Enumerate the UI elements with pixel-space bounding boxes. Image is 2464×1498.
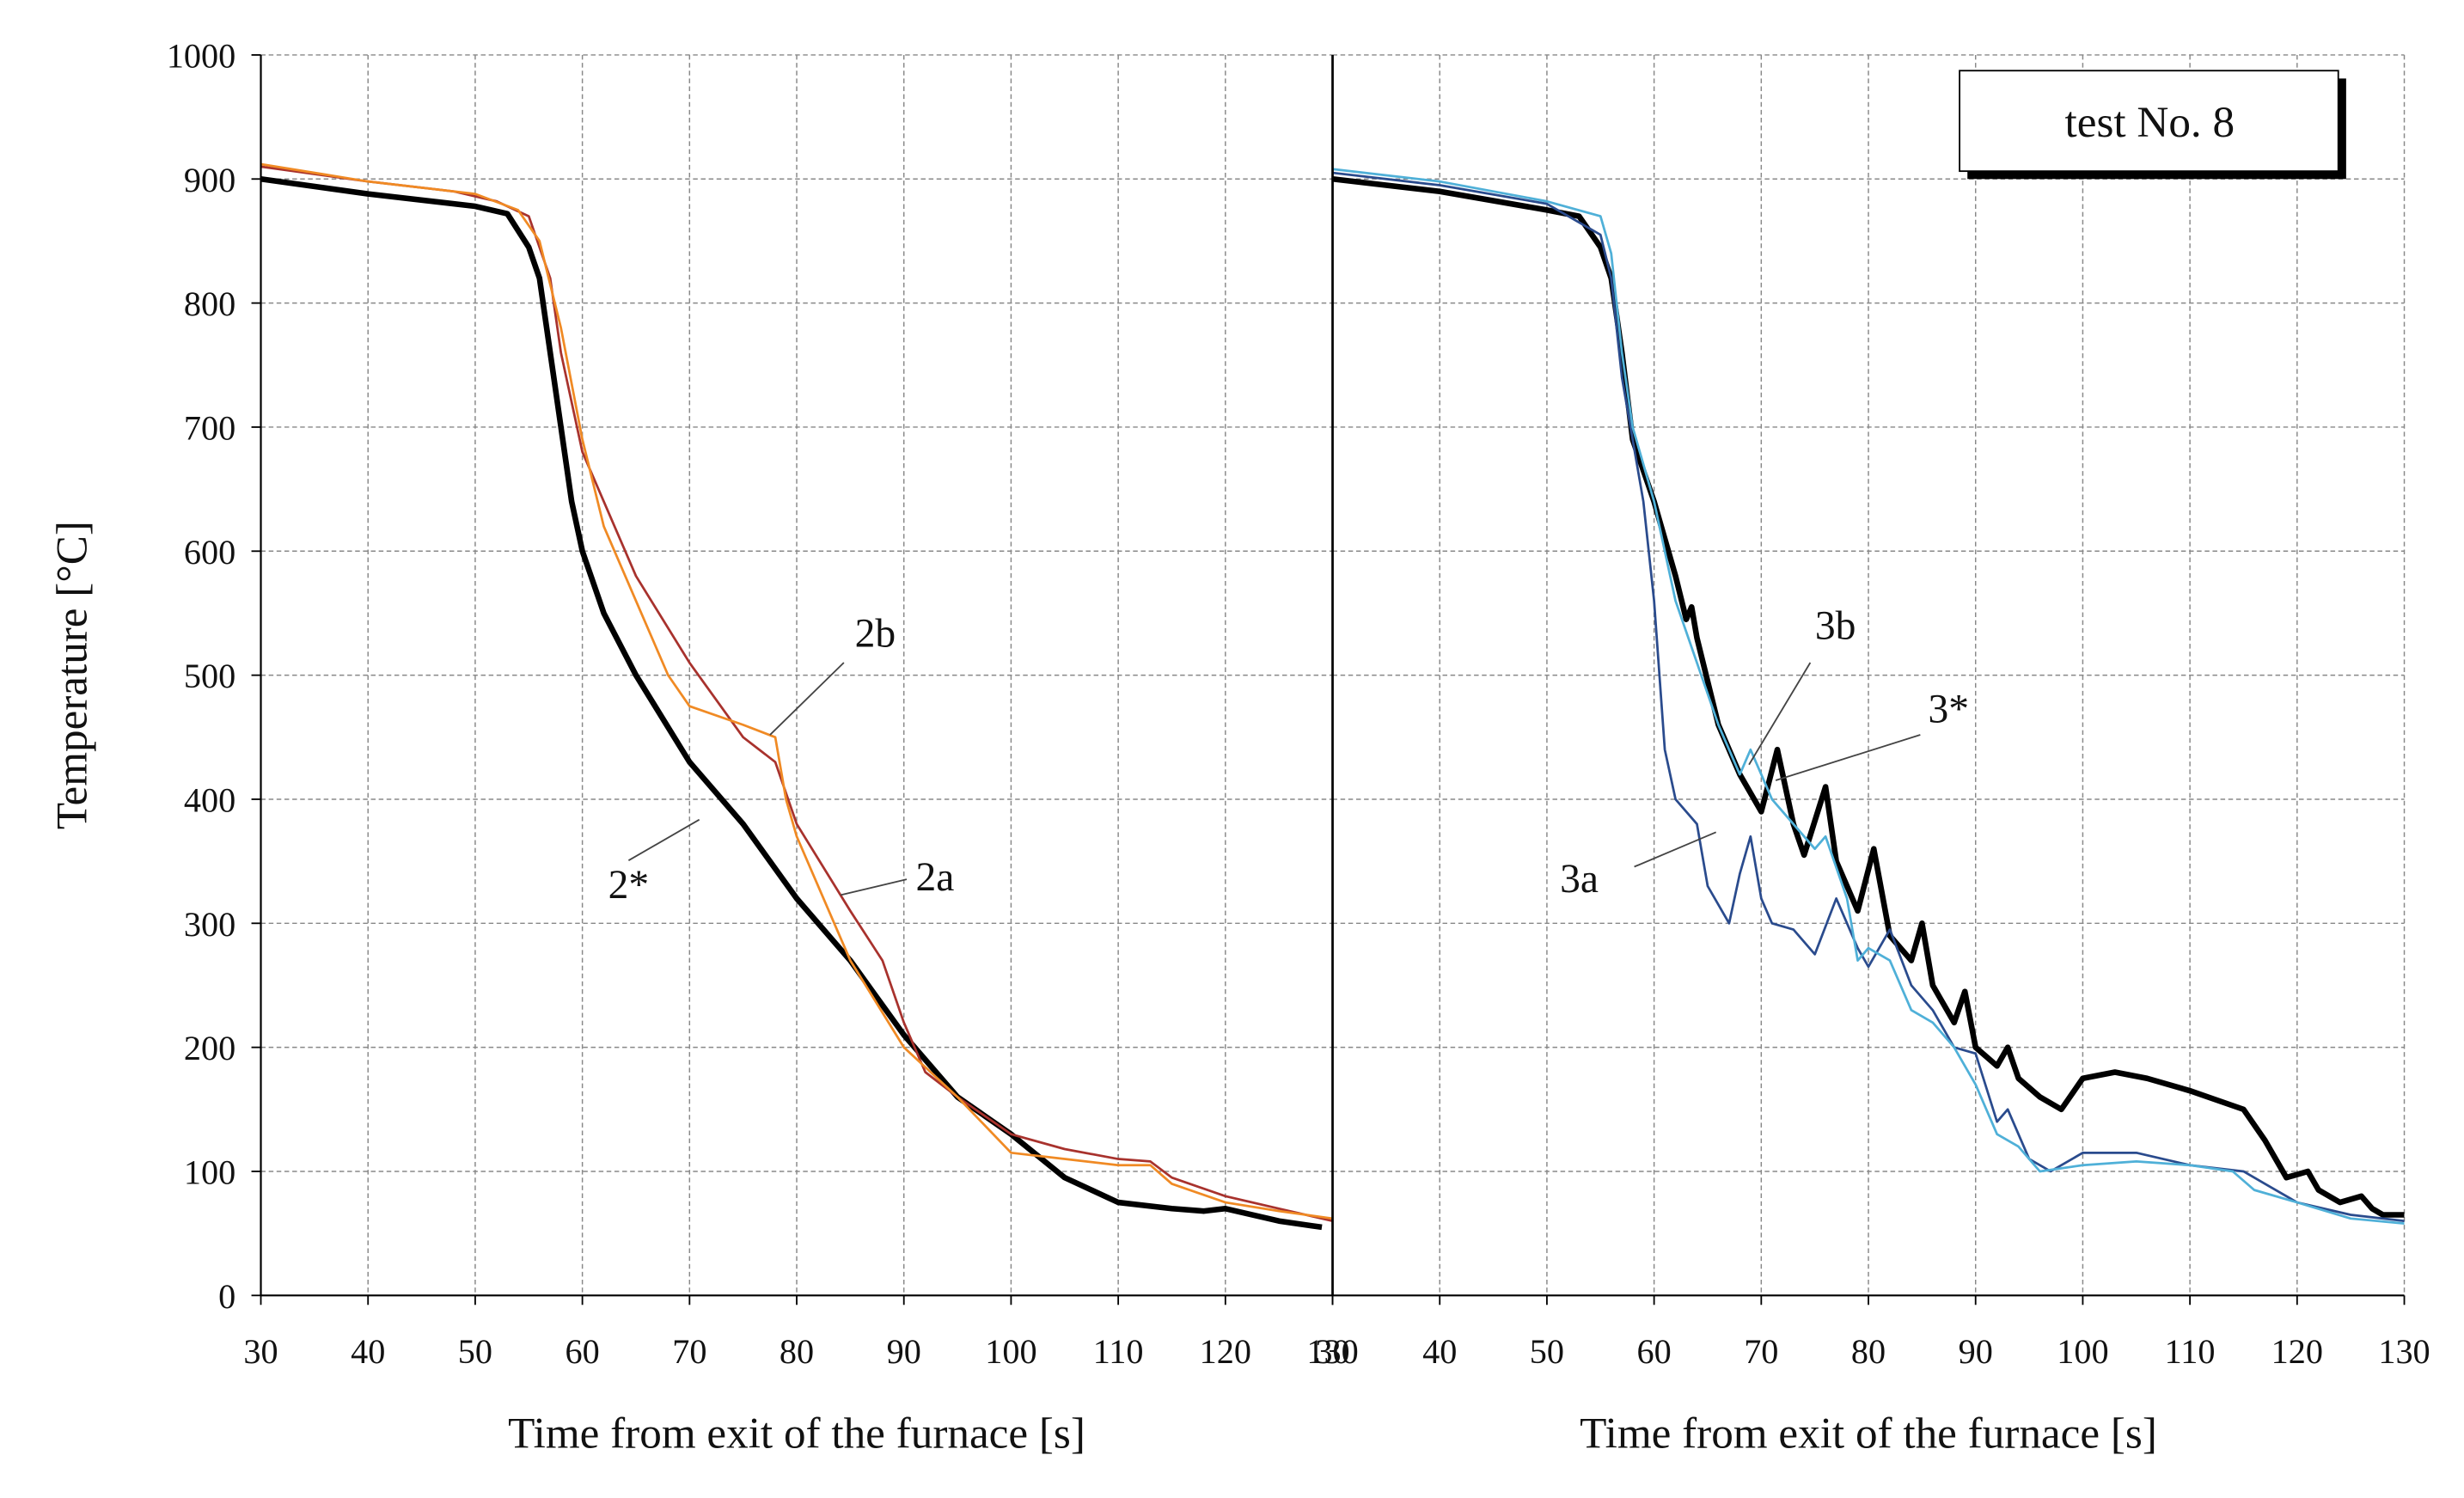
- x-tick-label: 50: [1530, 1332, 1564, 1371]
- x-tick-label: 80: [780, 1332, 814, 1371]
- note-text: test No. 8: [2065, 98, 2235, 147]
- y-tick-label: 500: [184, 657, 235, 695]
- leader-line: [841, 878, 908, 896]
- y-tick-label: 100: [184, 1153, 235, 1192]
- series-label: 3b: [1815, 604, 1856, 649]
- series-label: 3a: [1560, 857, 1599, 902]
- series-label: 3*: [1929, 687, 1970, 731]
- x-tick-label: 60: [566, 1332, 600, 1371]
- x-tick-label: 90: [887, 1332, 921, 1371]
- x-axis-title: Time from exit of the furnace [s]: [508, 1409, 1085, 1458]
- y-tick-label: 300: [184, 905, 235, 944]
- x-tick-label: 100: [2057, 1332, 2108, 1371]
- x-tick-label: 70: [1744, 1332, 1778, 1371]
- x-tick-label: 50: [458, 1332, 492, 1371]
- series-label: 2b: [855, 612, 896, 657]
- series-line: [1332, 171, 2405, 1223]
- y-tick-label: 1000: [167, 37, 235, 76]
- x-tick-label: 80: [1851, 1332, 1886, 1371]
- leader-line: [1748, 662, 1812, 766]
- x-tick-label: 30: [243, 1332, 278, 1371]
- series-line: [1332, 168, 2405, 1225]
- leader-line: [627, 818, 700, 862]
- leader-line: [769, 662, 845, 736]
- series-line: [260, 176, 1323, 1231]
- x-tick-label: 110: [1093, 1332, 1144, 1371]
- x-tick-label: 130: [1306, 1332, 1358, 1371]
- x-tick-label: 100: [985, 1332, 1036, 1371]
- y-tick-label: 900: [184, 161, 235, 199]
- x-tick-label: 110: [2165, 1332, 2216, 1371]
- leader-line: [1634, 831, 1717, 868]
- series-line: [260, 162, 1333, 1220]
- leader-line: [1775, 734, 1921, 781]
- x-tick-label: 130: [2378, 1332, 2430, 1371]
- x-tick-label: 120: [2271, 1332, 2323, 1371]
- y-tick-label: 200: [184, 1029, 235, 1067]
- y-tick-label: 700: [184, 409, 235, 448]
- x-tick-label: 40: [351, 1332, 385, 1371]
- y-axis-title: Temperature [°C]: [48, 521, 97, 829]
- note-box: [1959, 70, 2339, 173]
- y-tick-label: 0: [218, 1277, 235, 1316]
- x-axis-title: Time from exit of the furnace [s]: [1580, 1409, 2157, 1458]
- y-tick-label: 600: [184, 533, 235, 572]
- x-tick-label: 60: [1637, 1332, 1672, 1371]
- x-tick-label: 90: [1959, 1332, 1993, 1371]
- series-label: 2a: [915, 855, 954, 900]
- series-label: 2*: [608, 863, 650, 908]
- y-tick-label: 400: [184, 781, 235, 820]
- x-tick-label: 120: [1200, 1332, 1251, 1371]
- y-tick-label: 800: [184, 284, 235, 323]
- x-tick-label: 70: [672, 1332, 706, 1371]
- x-tick-label: 40: [1422, 1332, 1457, 1371]
- x-tick-label: 30: [1315, 1332, 1349, 1371]
